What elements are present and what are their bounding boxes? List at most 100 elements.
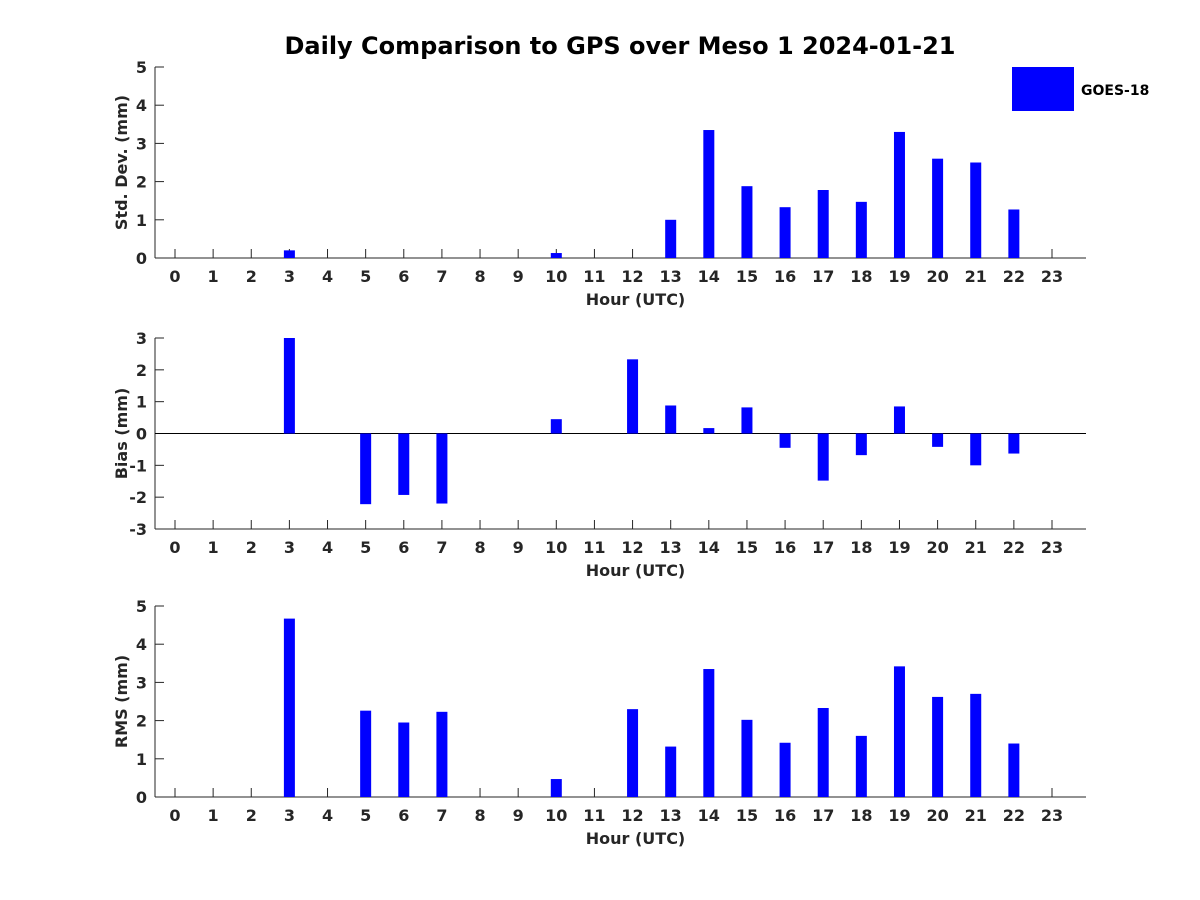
bar-rms-hour-18 <box>855 735 867 797</box>
x-tick-label: 18 <box>850 806 872 825</box>
bar-rms-hour-14 <box>703 669 715 797</box>
x-tick-label: 9 <box>513 267 524 286</box>
y-tick-label: 3 <box>136 329 147 348</box>
x-tick-label: 16 <box>774 538 796 557</box>
x-tick-label: 12 <box>621 806 643 825</box>
x-tick-label: 11 <box>583 267 605 286</box>
x-tick-label: 4 <box>322 806 333 825</box>
x-tick-label: 13 <box>660 267 682 286</box>
x-tick-label: 3 <box>284 538 295 557</box>
x-tick-label: 14 <box>698 267 720 286</box>
y-tick-label: -1 <box>129 456 147 475</box>
x-tick-label: 8 <box>474 538 485 557</box>
y-tick-label: 2 <box>136 361 147 380</box>
legend-label-goes-18: GOES-18 <box>1081 83 1149 99</box>
x-tick-label: 10 <box>545 806 567 825</box>
bar-bias-hour-20 <box>932 433 944 447</box>
x-tick-label: 14 <box>698 538 720 557</box>
x-tick-label: 23 <box>1041 538 1063 557</box>
bar-std-dev-hour-17 <box>817 190 829 258</box>
bar-std-dev-hour-19 <box>893 131 905 258</box>
bar-bias-hour-15 <box>741 407 753 434</box>
bar-rms-hour-12 <box>627 709 639 797</box>
x-tick-label: 6 <box>398 267 409 286</box>
y-tick-label: 2 <box>136 712 147 731</box>
x-tick-label: 23 <box>1041 806 1063 825</box>
x-tick-label: 12 <box>621 538 643 557</box>
x-tick-label: 6 <box>398 806 409 825</box>
x-tick-label: 5 <box>360 806 371 825</box>
y-tick-label: 1 <box>136 750 147 769</box>
y-tick-label: 3 <box>136 673 147 692</box>
bar-bias-hour-22 <box>1008 433 1020 454</box>
bar-bias-hour-17 <box>817 433 829 481</box>
bar-bias-hour-6 <box>398 433 410 495</box>
x-tick-label: 20 <box>926 806 948 825</box>
bar-std-dev-hour-21 <box>970 162 982 258</box>
x-tick-label: 8 <box>474 806 485 825</box>
x-tick-label: 16 <box>774 267 796 286</box>
bar-std-dev-hour-13 <box>665 219 677 258</box>
y-tick-label: 5 <box>136 58 147 77</box>
bar-bias-hour-18 <box>855 433 867 456</box>
y-tick-label: -2 <box>129 488 147 507</box>
y-tick-label: 2 <box>136 173 147 192</box>
x-tick-label: 12 <box>621 267 643 286</box>
bar-rms-hour-22 <box>1008 743 1020 797</box>
x-tick-label: 9 <box>513 806 524 825</box>
bar-rms-hour-15 <box>741 719 753 797</box>
x-tick-label: 11 <box>583 538 605 557</box>
y-axis-label: Bias (mm) <box>112 388 131 480</box>
x-tick-label: 0 <box>169 538 180 557</box>
bar-std-dev-hour-10 <box>550 253 562 258</box>
bar-rms-hour-3 <box>283 618 295 797</box>
y-tick-label: 5 <box>136 597 147 616</box>
x-tick-label: 15 <box>736 267 758 286</box>
x-tick-label: 8 <box>474 267 485 286</box>
bar-rms-hour-21 <box>970 693 982 797</box>
x-tick-label: 0 <box>169 806 180 825</box>
bar-bias-hour-12 <box>627 359 639 434</box>
x-tick-label: 7 <box>436 267 447 286</box>
x-tick-label: 15 <box>736 538 758 557</box>
bar-bias-hour-7 <box>436 433 448 504</box>
bar-std-dev-hour-16 <box>779 207 791 258</box>
x-tick-label: 16 <box>774 806 796 825</box>
bar-bias-hour-3 <box>283 338 295 434</box>
x-tick-label: 10 <box>545 538 567 557</box>
x-tick-label: 21 <box>965 267 987 286</box>
x-tick-label: 7 <box>436 538 447 557</box>
x-tick-label: 17 <box>812 806 834 825</box>
x-tick-label: 14 <box>698 806 720 825</box>
x-axis-label: Hour (UTC) <box>586 290 686 309</box>
x-tick-label: 22 <box>1003 538 1025 557</box>
y-tick-label: 0 <box>136 249 147 268</box>
bar-rms-hour-16 <box>779 742 791 797</box>
x-tick-label: 19 <box>888 806 910 825</box>
x-tick-label: 0 <box>169 267 180 286</box>
bar-rms-hour-5 <box>360 710 372 797</box>
bar-rms-hour-20 <box>932 696 944 797</box>
bar-std-dev-hour-20 <box>932 158 944 258</box>
bar-rms-hour-19 <box>893 666 905 797</box>
bar-bias-hour-21 <box>970 433 982 466</box>
y-tick-label: 1 <box>136 393 147 412</box>
bar-bias-hour-10 <box>550 419 562 434</box>
x-tick-label: 1 <box>208 267 219 286</box>
x-tick-label: 1 <box>208 806 219 825</box>
x-tick-label: 2 <box>246 806 257 825</box>
legend: GOES-18 <box>1012 67 1149 111</box>
x-tick-label: 18 <box>850 538 872 557</box>
x-axis-label: Hour (UTC) <box>586 561 686 580</box>
x-tick-label: 17 <box>812 267 834 286</box>
x-tick-label: 18 <box>850 267 872 286</box>
bar-rms-hour-17 <box>817 707 829 797</box>
x-tick-label: 10 <box>545 267 567 286</box>
x-tick-label: 11 <box>583 806 605 825</box>
y-tick-label: 1 <box>136 211 147 230</box>
x-tick-label: 13 <box>660 806 682 825</box>
x-tick-label: 1 <box>208 538 219 557</box>
